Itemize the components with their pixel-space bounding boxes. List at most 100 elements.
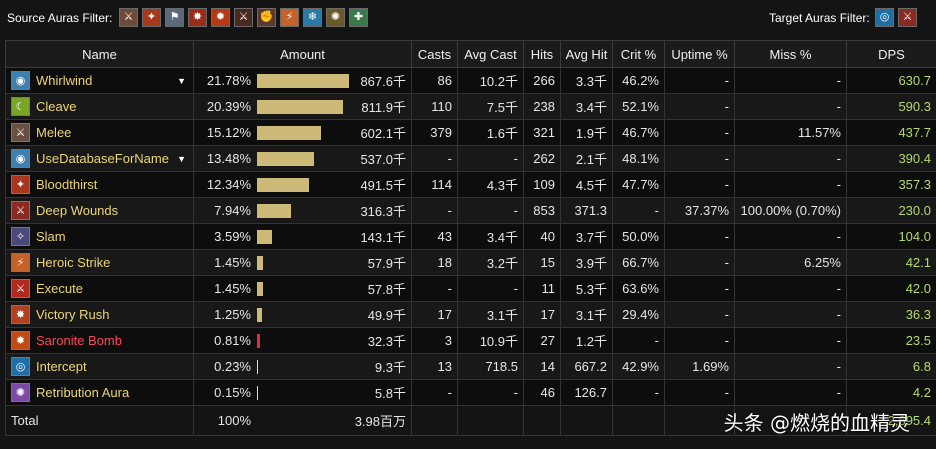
table-row[interactable]: ✧ Slam 3.59% 143.1千 43 3.4千 40 3.7千 50.0% - -104.0 [5,223,936,250]
table-row[interactable]: ◉ UseDatabaseForName ▼ 13.48% 537.0千 - -262 2.1… [5,145,936,172]
spell-name[interactable]: Intercept [36,359,87,374]
heroism-aura-icon[interactable]: ✚ [349,8,368,27]
hits-cell: 321 [523,119,561,146]
table-row[interactable]: ☾ Cleave 20.39% 811.9千 110 7.5千 238 3.4千 52.1% - -… [5,93,936,120]
amount-value: 32.3千 [367,334,406,349]
spell-name[interactable]: Whirlwind [36,73,93,88]
column-avg-hit[interactable]: Avg Hit [560,40,613,68]
hits-cell: 15 [523,249,561,276]
berserker-rage-aura-icon[interactable]: ✹ [211,8,230,27]
amount-cell: 3.59% 143.1千 [193,223,412,250]
spell-name-cell[interactable]: ⚡ Heroic Strike [5,249,194,276]
filter-bar: Source Auras Filter: ⚔ ✦ ⚑ ✸ ✹ ⚔ ✊ ⚡ ❄ ✺ ✚ Target … [0,0,936,36]
spell-name[interactable]: Victory Rush [36,307,110,322]
battle-shout-aura-icon[interactable]: ⚑ [165,8,184,27]
spell-name[interactable]: Heroic Strike [36,255,111,270]
strength-aura-icon[interactable]: ✺ [326,8,345,27]
avg-cast-cell: 3.4千 [457,223,524,250]
wound-debuff-icon[interactable]: ⚔ [898,8,917,27]
column-casts[interactable]: Casts [411,40,458,68]
table-row[interactable]: ⚔ Melee 15.12% 602.1千 379 1.6千 321 1.9千 46.7% -11… [5,119,936,146]
column-crit[interactable]: Crit % [612,40,665,68]
swirl-debuff-icon[interactable]: ◎ [875,8,894,27]
spell-name-cell[interactable]: ✹ Saronite Bomb [5,327,194,354]
haste-aura-icon[interactable]: ❄ [303,8,322,27]
table-row[interactable]: ✹ Saronite Bomb 0.81% 32.3千 3 10.9千 27 1.2千 - - -2… [5,327,936,354]
amount-percent: 1.25% [214,307,251,322]
table-row[interactable]: ◉ Whirlwind ▼ 21.78% 867.6千 86 10.2千 266 3.3千 46.… [5,67,936,94]
amount-cell: 13.48% 537.0千 [193,145,412,172]
hits-cell: 109 [523,171,561,198]
spell-name-cell[interactable]: ◉ Whirlwind ▼ [5,67,194,94]
casts-cell: 17 [411,301,458,328]
table-row[interactable]: ⚔ Deep Wounds 7.94% 316.3千 - -853 371.3-37.37%… [5,197,936,224]
miss-cell: - [734,67,847,94]
rampage-aura-icon[interactable]: ⚔ [234,8,253,27]
spell-name-cell[interactable]: ✸ Victory Rush [5,301,194,328]
enrage-aura-icon[interactable]: ⚡ [280,8,299,27]
spell-name-cell[interactable]: ✦ Bloodthirst [5,171,194,198]
casts-cell: - [411,145,458,172]
dps-cell: 4.2 [846,379,936,406]
spell-name-cell[interactable]: ◉ UseDatabaseForName ▼ [5,145,194,172]
table-row[interactable]: ⚔ Execute 1.45% 57.8千 - -11 5.3千 63.6% - -42.0 [5,275,936,302]
uptime-cell: - [664,223,735,250]
hits-cell: 14 [523,353,561,380]
spell-name[interactable]: Execute [36,281,83,296]
table-row[interactable]: ✺ Retribution Aura 0.15% 5.8千 - -46 126.7- - -4.… [5,379,936,406]
avg-cast-cell: 10.9千 [457,327,524,354]
column-amount[interactable]: Amount [193,40,412,68]
amount-bar [257,151,314,166]
spell-name[interactable]: Melee [36,125,72,140]
spell-name[interactable]: Retribution Aura [36,385,130,400]
amount-percent: 0.81% [214,333,251,348]
amount-percent: 7.94% [214,203,251,218]
amount-bar [257,307,262,322]
uptime-cell: 37.37% [664,197,735,224]
spell-name-cell[interactable]: ✺ Retribution Aura [5,379,194,406]
hits-cell: 17 [523,301,561,328]
column-name[interactable]: Name [5,40,194,68]
column-miss[interactable]: Miss % [734,40,847,68]
dps-cell: 230.0 [846,197,936,224]
amount-percent: 0.23% [214,359,251,374]
dps-cell: 437.7 [846,119,936,146]
amount-bar [257,203,291,218]
column-hits[interactable]: Hits [523,40,561,68]
deep-wounds-icon: ⚔ [11,201,30,220]
source-auras-icons: ⚔ ✦ ⚑ ✸ ✹ ⚔ ✊ ⚡ ❄ ✺ ✚ [119,8,368,27]
hits-cell: 262 [523,145,561,172]
column-uptime[interactable]: Uptime % [664,40,735,68]
amount-value: 143.1千 [360,230,406,245]
rage-aura-icon[interactable]: ⚔ [119,8,138,27]
casts-cell: 114 [411,171,458,198]
amount-value: 867.6千 [360,74,406,89]
table-row[interactable]: ⚡ Heroic Strike 1.45% 57.9千 18 3.2千 15 3.9千 66.7… [5,249,936,276]
spell-name[interactable]: Deep Wounds [36,203,119,218]
spell-name-cell[interactable]: ◎ Intercept [5,353,194,380]
column-dps[interactable]: DPS [846,40,936,68]
table-row[interactable]: ✦ Bloodthirst 12.34% 491.5千 114 4.3千 109 4.5千 47… [5,171,936,198]
spell-name[interactable]: UseDatabaseForName [36,151,169,166]
miss-cell: - [734,145,847,172]
table-row[interactable]: ✸ Victory Rush 1.25% 49.9千 17 3.1千 17 3.1千 29.4%… [5,301,936,328]
spell-name[interactable]: Cleave [36,99,77,114]
cleave-icon: ☾ [11,97,30,116]
expand-dropdown-icon[interactable]: ▼ [177,76,186,86]
spell-name-cell[interactable]: ☾ Cleave [5,93,194,120]
spell-name[interactable]: Slam [36,229,66,244]
spell-name-cell[interactable]: ✧ Slam [5,223,194,250]
bloodrage-aura-icon[interactable]: ✦ [142,8,161,27]
amount-cell: 0.81% 32.3千 [193,327,412,354]
spell-name-cell[interactable]: ⚔ Deep Wounds [5,197,194,224]
spell-name[interactable]: Bloodthirst [36,177,98,192]
blood-fury-aura-icon[interactable]: ✸ [188,8,207,27]
table-row[interactable]: ◎ Intercept 0.23% 9.3千 13 718.5 14 667.2 42.9% 1.… [5,353,936,380]
column-avg-cast[interactable]: Avg Cast [457,40,524,68]
spell-name[interactable]: Saronite Bomb [36,333,122,348]
flurry-aura-icon[interactable]: ✊ [257,8,276,27]
expand-dropdown-icon[interactable]: ▼ [177,154,186,164]
watermark: 头条 @燃烧的血精灵 [723,411,910,435]
spell-name-cell[interactable]: ⚔ Melee [5,119,194,146]
spell-name-cell[interactable]: ⚔ Execute [5,275,194,302]
